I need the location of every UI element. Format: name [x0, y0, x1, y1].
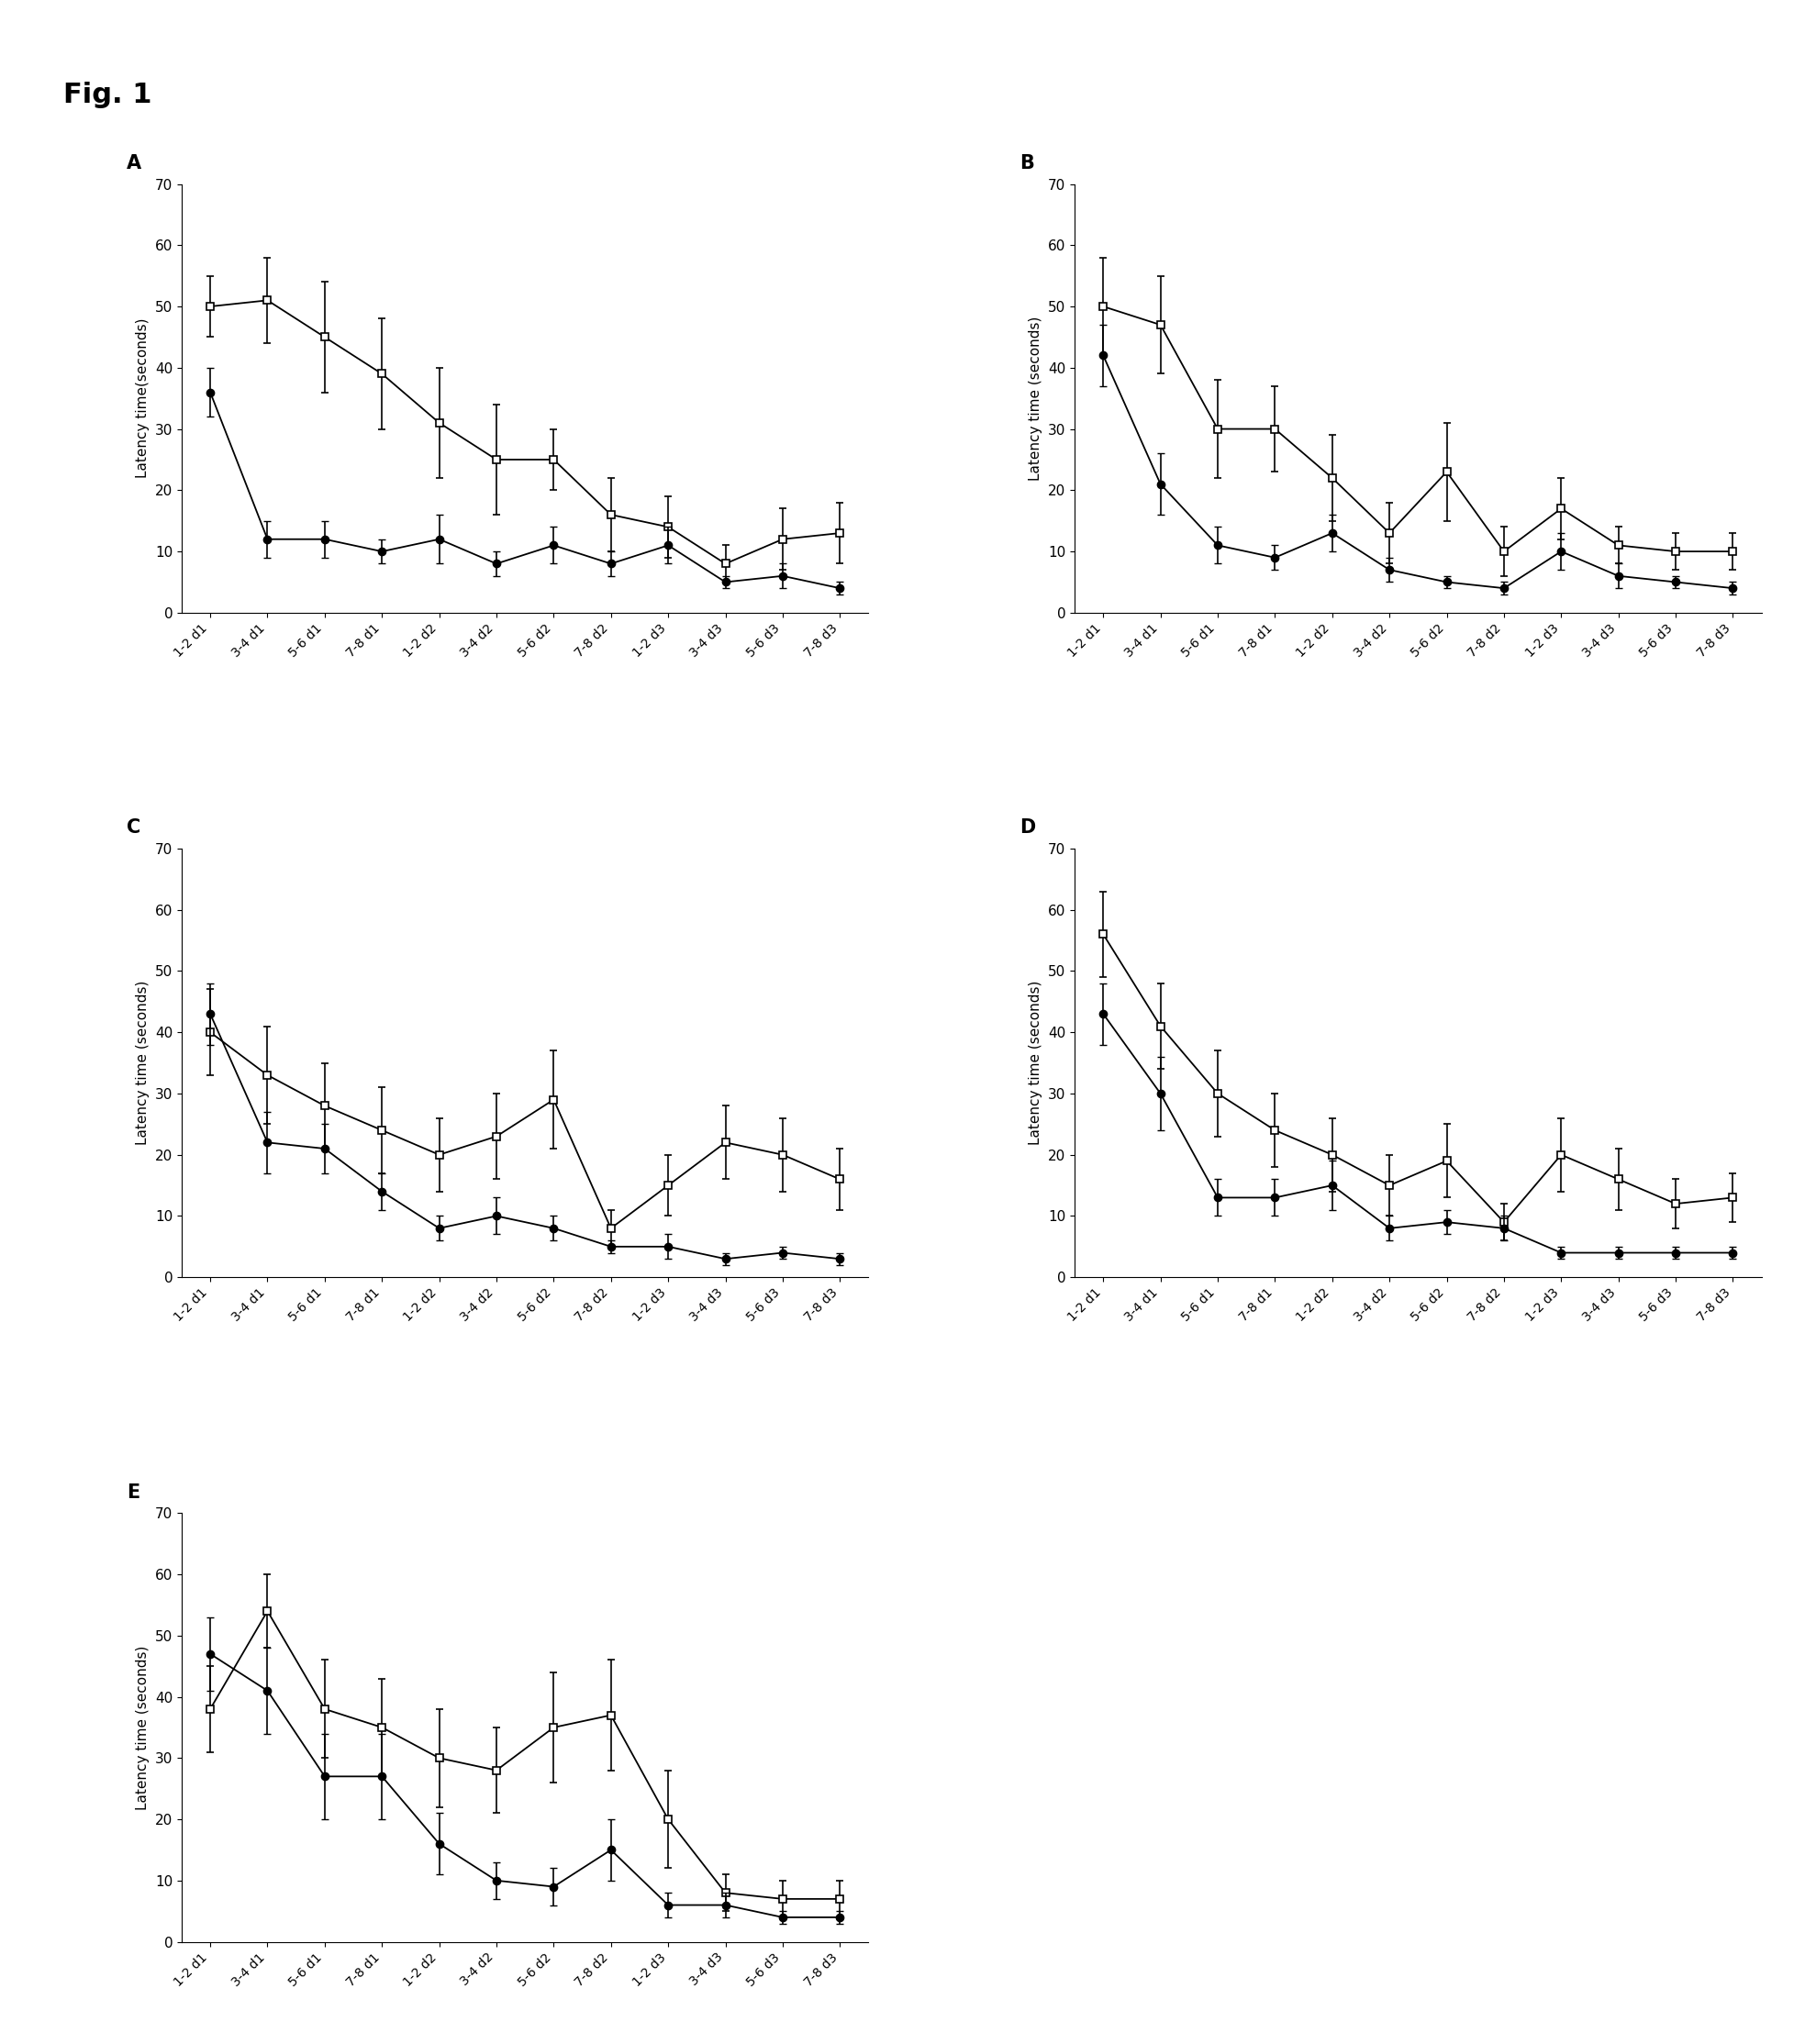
Text: E: E — [127, 1484, 140, 1502]
Text: D: D — [1019, 818, 1035, 836]
Y-axis label: Latency time (seconds): Latency time (seconds) — [1030, 317, 1042, 480]
Text: C: C — [127, 818, 140, 836]
Y-axis label: Latency time (seconds): Latency time (seconds) — [1030, 981, 1042, 1145]
Y-axis label: Latency time(seconds): Latency time(seconds) — [136, 319, 149, 478]
Text: B: B — [1019, 153, 1033, 172]
Text: Fig. 1: Fig. 1 — [64, 82, 153, 108]
Y-axis label: Latency time (seconds): Latency time (seconds) — [136, 981, 149, 1145]
Y-axis label: Latency time (seconds): Latency time (seconds) — [136, 1645, 149, 1809]
Text: A: A — [127, 153, 142, 172]
